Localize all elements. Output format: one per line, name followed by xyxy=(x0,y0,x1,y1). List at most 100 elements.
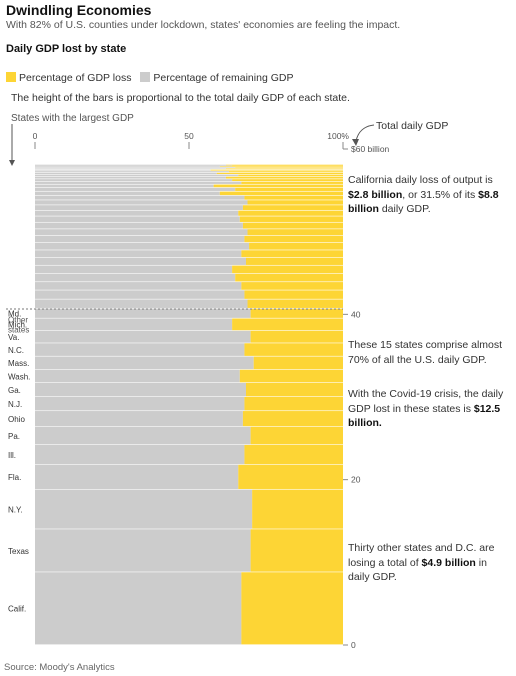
other-state-bar-loss xyxy=(241,282,343,290)
state-label: Ill. xyxy=(8,451,16,460)
state-bar-loss xyxy=(252,489,343,529)
other-state-bar-remaining xyxy=(35,200,248,205)
other-state-bar-27 xyxy=(35,167,343,168)
other-state-bar-remaining xyxy=(35,205,243,210)
other-state-bar-remaining xyxy=(35,210,239,216)
state-bar-14 xyxy=(35,308,343,318)
state-label: N.J. xyxy=(8,400,22,409)
state-bar-remaining xyxy=(35,464,239,489)
annotation-others-text-2: in daily GDP. xyxy=(348,556,487,584)
other-state-bar-loss xyxy=(219,191,343,196)
other-state-bar-loss xyxy=(229,171,343,173)
other-state-bar-loss xyxy=(249,242,343,250)
other-state-bar-remaining xyxy=(35,195,245,200)
other-state-bar-25 xyxy=(35,169,343,171)
other-state-bar-2 xyxy=(35,282,343,290)
other-state-bar-remaining xyxy=(35,216,240,222)
other-state-bar-remaining xyxy=(35,282,242,290)
other-state-bar-9 xyxy=(35,229,343,236)
other-state-bar-remaining xyxy=(35,273,236,282)
annotation-covid-text: With the Covid-19 crisis, the daily GDP … xyxy=(348,388,504,415)
state-bar-remaining xyxy=(35,411,243,427)
other-state-bar-22 xyxy=(35,174,343,177)
other-state-bar-remaining xyxy=(35,166,220,167)
other-state-bar-loss xyxy=(232,179,343,182)
largest-gdp-label: States with the largest GDP xyxy=(11,113,134,124)
state-bar-loss xyxy=(244,343,343,356)
state-bar-remaining xyxy=(35,397,245,411)
state-bar-remaining xyxy=(35,356,254,370)
other-state-bar-3 xyxy=(35,273,343,282)
legend-swatch-remaining xyxy=(140,72,151,82)
state-bar-10 xyxy=(35,356,343,370)
height-note: The height of the bars is proportional t… xyxy=(11,92,350,104)
other-state-bar-loss xyxy=(241,250,343,258)
other-state-bar-loss xyxy=(242,222,343,229)
page-subtitle: With 82% of U.S. counties under lockdown… xyxy=(6,19,401,31)
state-bar-remaining xyxy=(35,330,251,343)
other-state-bar-remaining xyxy=(35,222,243,229)
state-bar-loss xyxy=(241,572,343,645)
legend: Percentage of GDP loss Percentage of rem… xyxy=(6,72,293,84)
other-state-bar-29 xyxy=(35,165,343,167)
labels-layer: Calif. Texas N.Y. Fla. Ill. Pa. Ohio N.J. Ga. Was… xyxy=(8,310,30,614)
state-bar-loss xyxy=(250,308,343,318)
state-label: Texas xyxy=(8,547,29,556)
state-label: N.Y. xyxy=(8,505,23,514)
state-bar-remaining xyxy=(35,426,251,445)
other-state-bar-loss xyxy=(213,184,343,188)
legend-swatch-loss xyxy=(6,72,16,82)
other-state-bar-loss xyxy=(235,167,343,168)
other-state-bar-loss xyxy=(244,235,343,243)
state-bar-13 xyxy=(35,318,343,331)
state-label: Calif. xyxy=(8,605,26,614)
state-bar-remaining xyxy=(35,308,251,318)
state-label: N.C. xyxy=(8,346,24,355)
state-bar-remaining xyxy=(35,382,246,397)
state-bar-loss xyxy=(238,464,343,489)
other-state-bar-loss xyxy=(210,169,343,171)
y-tick-label: $60 billion xyxy=(351,144,390,154)
other-state-bar-18 xyxy=(35,184,343,188)
other-state-bar-remaining xyxy=(35,242,250,250)
state-bar-5 xyxy=(35,426,343,445)
other-state-bar-loss xyxy=(245,257,343,265)
other-state-bar-remaining xyxy=(35,164,226,166)
state-bar-0 xyxy=(35,572,343,645)
state-bar-loss xyxy=(250,330,343,343)
legend-label-remaining: Percentage of remaining GDP xyxy=(153,72,294,84)
annotation-others-text-1: Thirty other states and D.C. are losing … xyxy=(348,542,495,569)
other-state-bar-remaining xyxy=(35,235,245,243)
down-arrow-icon xyxy=(9,160,15,166)
source-note: Source: Moody's Analytics xyxy=(4,662,115,673)
annotation-others-value: $4.9 billion xyxy=(421,556,476,569)
annotation-california: California daily loss of output is $2.8 … xyxy=(348,173,508,217)
state-bar-loss xyxy=(250,529,343,572)
other-state-bar-15 xyxy=(35,195,343,200)
other-state-bar-5 xyxy=(35,257,343,265)
other-state-bar-remaining xyxy=(35,299,248,308)
state-label: Pa. xyxy=(8,432,20,441)
other-state-bar-loss xyxy=(216,172,343,175)
other-state-bar-loss xyxy=(225,164,343,166)
other-states-label: Other states xyxy=(8,316,29,335)
state-label: Ga. xyxy=(8,386,21,395)
other-state-bar-remaining xyxy=(35,172,217,175)
other-state-bar-14 xyxy=(35,200,343,205)
other-state-bar-28 xyxy=(35,166,343,167)
annotation-california-text-2: , or 31.5% of its xyxy=(402,188,479,201)
other-state-bar-4 xyxy=(35,265,343,274)
other-state-bar-loss xyxy=(247,299,343,308)
total-gdp-arrow-line xyxy=(355,124,375,142)
other-state-bar-remaining xyxy=(35,179,233,182)
state-bar-loss xyxy=(250,426,343,445)
state-bar-remaining xyxy=(35,444,245,465)
state-bar-remaining xyxy=(35,529,251,572)
y-tick-label: 40 xyxy=(351,309,361,319)
other-state-bar-remaining xyxy=(35,167,236,168)
other-state-bar-remaining xyxy=(35,257,246,265)
other-state-bar-loss xyxy=(247,200,343,205)
other-state-bar-30 xyxy=(35,164,343,166)
other-state-bar-loss xyxy=(225,168,343,170)
